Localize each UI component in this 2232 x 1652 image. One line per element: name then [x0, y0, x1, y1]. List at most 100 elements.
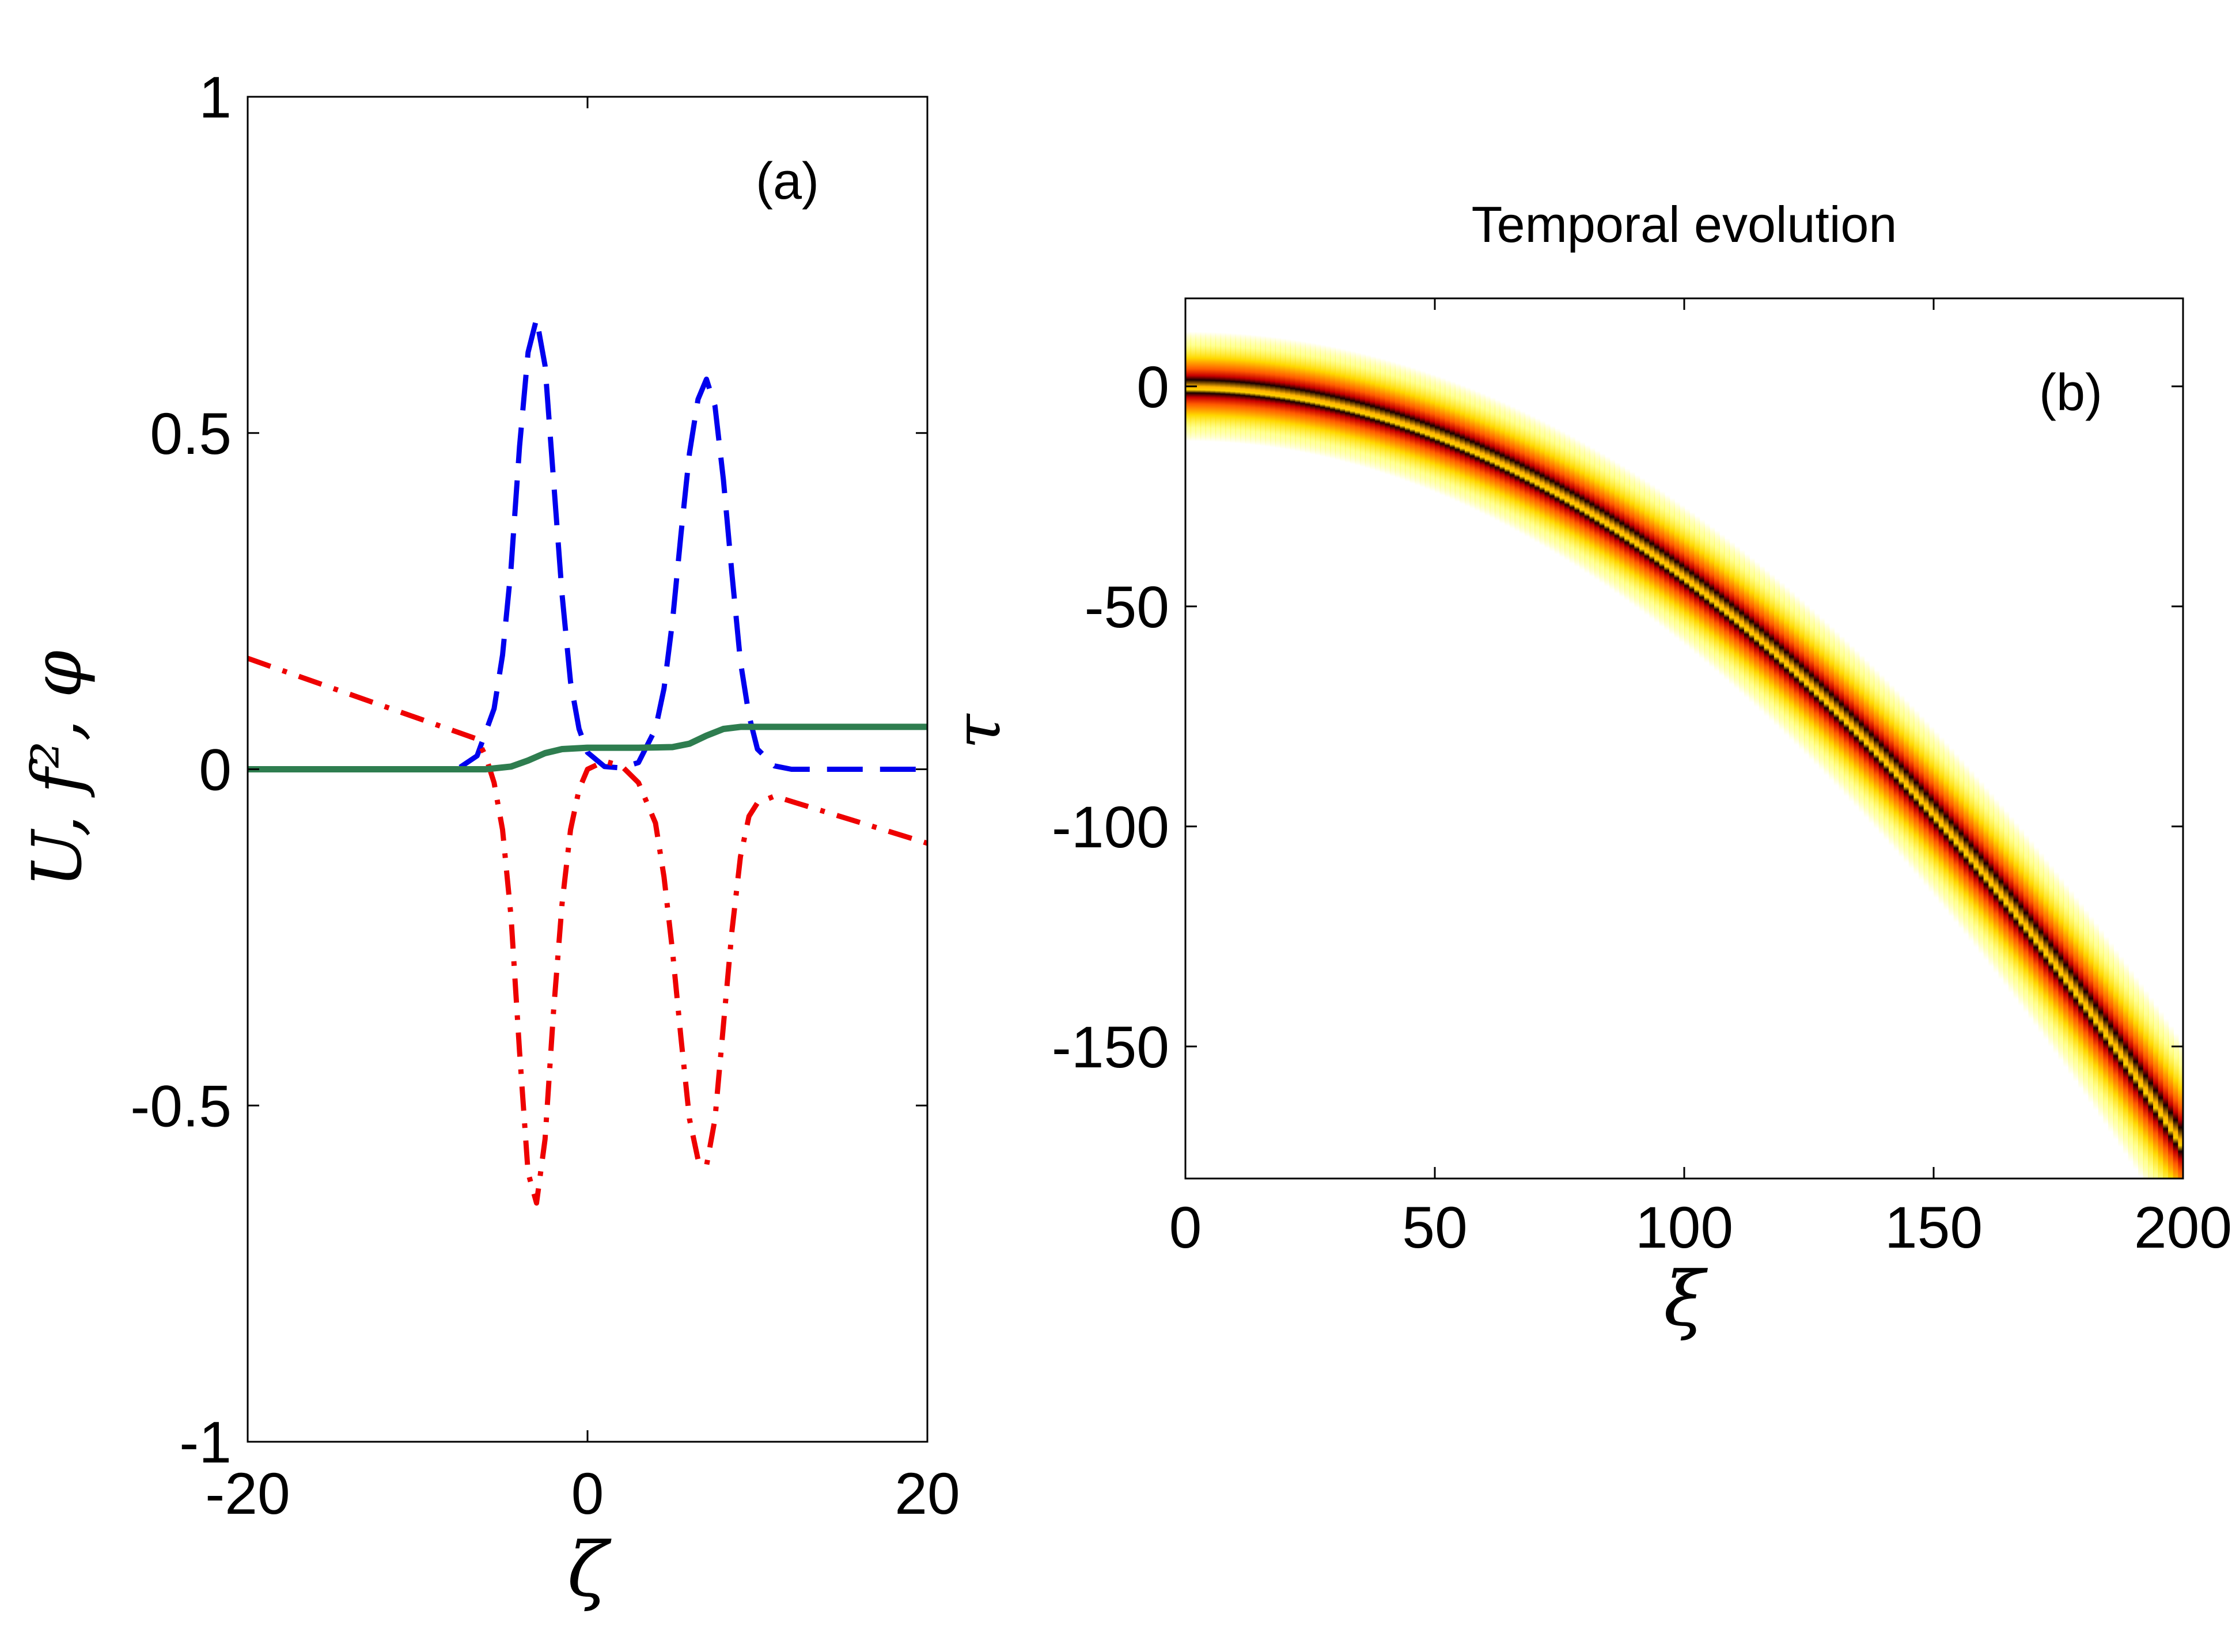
heatmap-slice	[2063, 884, 2070, 1067]
heatmap-slice	[1210, 332, 1217, 442]
heatmap-slice	[1484, 395, 1491, 516]
heatmap-slice	[2073, 897, 2079, 1082]
heatmap-slice	[1424, 372, 1431, 490]
heatmap-slice	[1684, 509, 1690, 647]
heatmap-slice	[2148, 998, 2154, 1179]
heatmap-slice	[1499, 401, 1506, 524]
heatmap-slice	[1908, 705, 1915, 869]
heatmap-slice	[1654, 488, 1660, 623]
heatmap-slice	[1609, 459, 1615, 590]
panel-b: Temporal evolution 0 50 100 150 200 0 -50 -100 -…	[941, 196, 2232, 1343]
heatmap-slice	[2138, 983, 2144, 1177]
heatmap-slice	[1744, 554, 1750, 698]
heatmap-slice	[1405, 366, 1411, 482]
heatmap-slice	[1559, 431, 1566, 558]
panel-b-y-axis-label: τ	[941, 713, 1014, 749]
heatmap-slice	[1704, 523, 1710, 663]
heatmap-slice	[2178, 1040, 2183, 1179]
heatmap-slice	[1619, 465, 1625, 597]
heatmap-slice	[1968, 770, 1975, 941]
b-x-tick-label: 100	[1635, 1195, 1733, 1260]
heatmap-slice	[1430, 374, 1436, 491]
heatmap-slice	[2173, 1033, 2179, 1179]
heatmap-slice	[1449, 381, 1456, 500]
heatmap-slice	[1365, 354, 1371, 469]
heatmap-slice	[1829, 627, 1835, 780]
heatmap-slice	[1719, 534, 1725, 676]
heatmap-slice	[2008, 817, 2014, 993]
heatmap-slice	[1958, 759, 1965, 929]
b-y-tick-label: -150	[1052, 1014, 1169, 1080]
heatmap-slice	[1818, 617, 1825, 771]
heatmap-slice	[1788, 591, 1795, 740]
heatmap-slice	[1260, 336, 1266, 446]
heatmap-slice	[1230, 333, 1236, 444]
panel-a-tick-labels: -20 0 20 -1 -0.5 0 0.5 1	[130, 65, 960, 1526]
heatmap-slice	[1799, 600, 1805, 751]
heatmap-slice	[1460, 385, 1466, 505]
heatmap-slice	[1464, 387, 1471, 507]
heatmap-slice	[2143, 991, 2149, 1179]
b-x-tick-label: 150	[1885, 1195, 1983, 1260]
heatmap-slice	[2093, 923, 2099, 1111]
heatmap-slice	[1714, 531, 1720, 672]
heatmap-slice	[1305, 342, 1311, 454]
heatmap-slice	[1539, 420, 1545, 545]
panel-b-heatmap	[1185, 331, 2183, 1179]
heatmap-slice	[1544, 423, 1551, 548]
heatmap-slice	[2018, 828, 2025, 1006]
heatmap-slice	[1385, 360, 1391, 475]
panel-a-tag: (a)	[756, 153, 819, 210]
heatmap-slice	[1475, 391, 1481, 511]
a-y-tick-label: 0.5	[150, 401, 232, 467]
heatmap-slice	[1679, 505, 1685, 643]
heatmap-slice	[1340, 348, 1346, 462]
heatmap-slice	[1694, 516, 1700, 655]
a-y-tick-label: -0.5	[130, 1073, 232, 1139]
heatmap-slice	[1948, 748, 1954, 916]
panel-a-y-axis-label: U, f², φ	[17, 650, 97, 888]
heatmap-slice	[1325, 346, 1331, 458]
heatmap-slice	[1250, 335, 1256, 445]
heatmap-slice	[1479, 393, 1486, 514]
heatmap-slice	[1505, 404, 1511, 526]
heatmap-slice	[2043, 859, 2049, 1040]
heatmap-slice	[1624, 468, 1630, 601]
heatmap-slice	[2098, 930, 2104, 1117]
heatmap-slice	[1290, 339, 1296, 451]
heatmap-slice	[1394, 363, 1401, 478]
heatmap-slice	[1300, 341, 1306, 453]
heatmap-slice	[1435, 376, 1441, 494]
heatmap-slice	[1574, 439, 1581, 567]
heatmap-slice	[1490, 397, 1496, 518]
heatmap-slice	[2053, 872, 2059, 1054]
heatmap-slice	[1814, 613, 1820, 766]
heatmap-slice	[1390, 361, 1396, 476]
heatmap-slice	[1569, 436, 1575, 564]
heatmap-slice	[1884, 680, 1890, 840]
heatmap-slice	[1978, 782, 1984, 954]
heatmap-slice	[2163, 1018, 2169, 1179]
heatmap-slice	[1549, 426, 1556, 552]
heatmap-slice	[1375, 357, 1381, 472]
heatmap-slice	[1330, 347, 1336, 459]
heatmap-slice	[1724, 538, 1730, 680]
b-x-tick-label: 200	[2134, 1195, 2232, 1260]
heatmap-slice	[2078, 903, 2084, 1089]
heatmap-slice	[1794, 596, 1800, 745]
heatmap-slice	[1445, 380, 1451, 498]
heatmap-slice	[1524, 413, 1530, 537]
heatmap-slice	[1285, 339, 1291, 450]
heatmap-slice	[2123, 963, 2129, 1154]
heatmap-slice	[1824, 622, 1830, 775]
heatmap-slice	[1514, 408, 1521, 532]
heatmap-slice	[1589, 448, 1596, 577]
heatmap-slice	[1859, 655, 1865, 813]
heatmap-slice	[2108, 943, 2114, 1132]
a-y-tick-label: 0	[199, 737, 232, 803]
heatmap-slice	[2023, 835, 2029, 1013]
heatmap-slice	[1564, 434, 1571, 560]
heatmap-slice	[1469, 389, 1476, 509]
panel-b-tag: (b)	[2039, 364, 2102, 422]
